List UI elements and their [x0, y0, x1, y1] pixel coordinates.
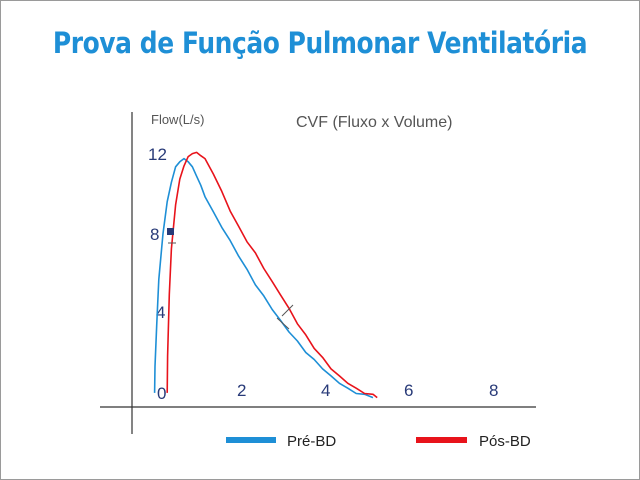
- y-axis-label: Flow(L/s): [151, 112, 204, 127]
- legend-label-pre-bd: Pré-BD: [287, 433, 336, 450]
- slide-title: Prova de Função Pulmonar Ventilatória: [52, 26, 588, 60]
- peak-flow-marker: [167, 228, 174, 235]
- y-tick-label: 4: [156, 303, 165, 322]
- x-tick-label: 6: [404, 381, 413, 400]
- y-tick-label: 8: [150, 225, 159, 244]
- series-line-pos-bd: [166, 151, 378, 399]
- x-tick-label: 4: [321, 381, 330, 400]
- tick-mark: [281, 304, 294, 317]
- chart-title: CVF (Fluxo x Volume): [296, 114, 452, 131]
- x-tick-label: 8: [489, 381, 498, 400]
- series-line-pre-bd: [153, 157, 374, 399]
- x-tick-label: 2: [237, 381, 246, 400]
- x-tick-label: 0: [157, 384, 166, 403]
- series-layer: [153, 151, 378, 399]
- legend-label-pos-bd: Pós-BD: [479, 433, 531, 450]
- tick-mark: [276, 317, 290, 330]
- y-tick-label: 12: [148, 145, 167, 164]
